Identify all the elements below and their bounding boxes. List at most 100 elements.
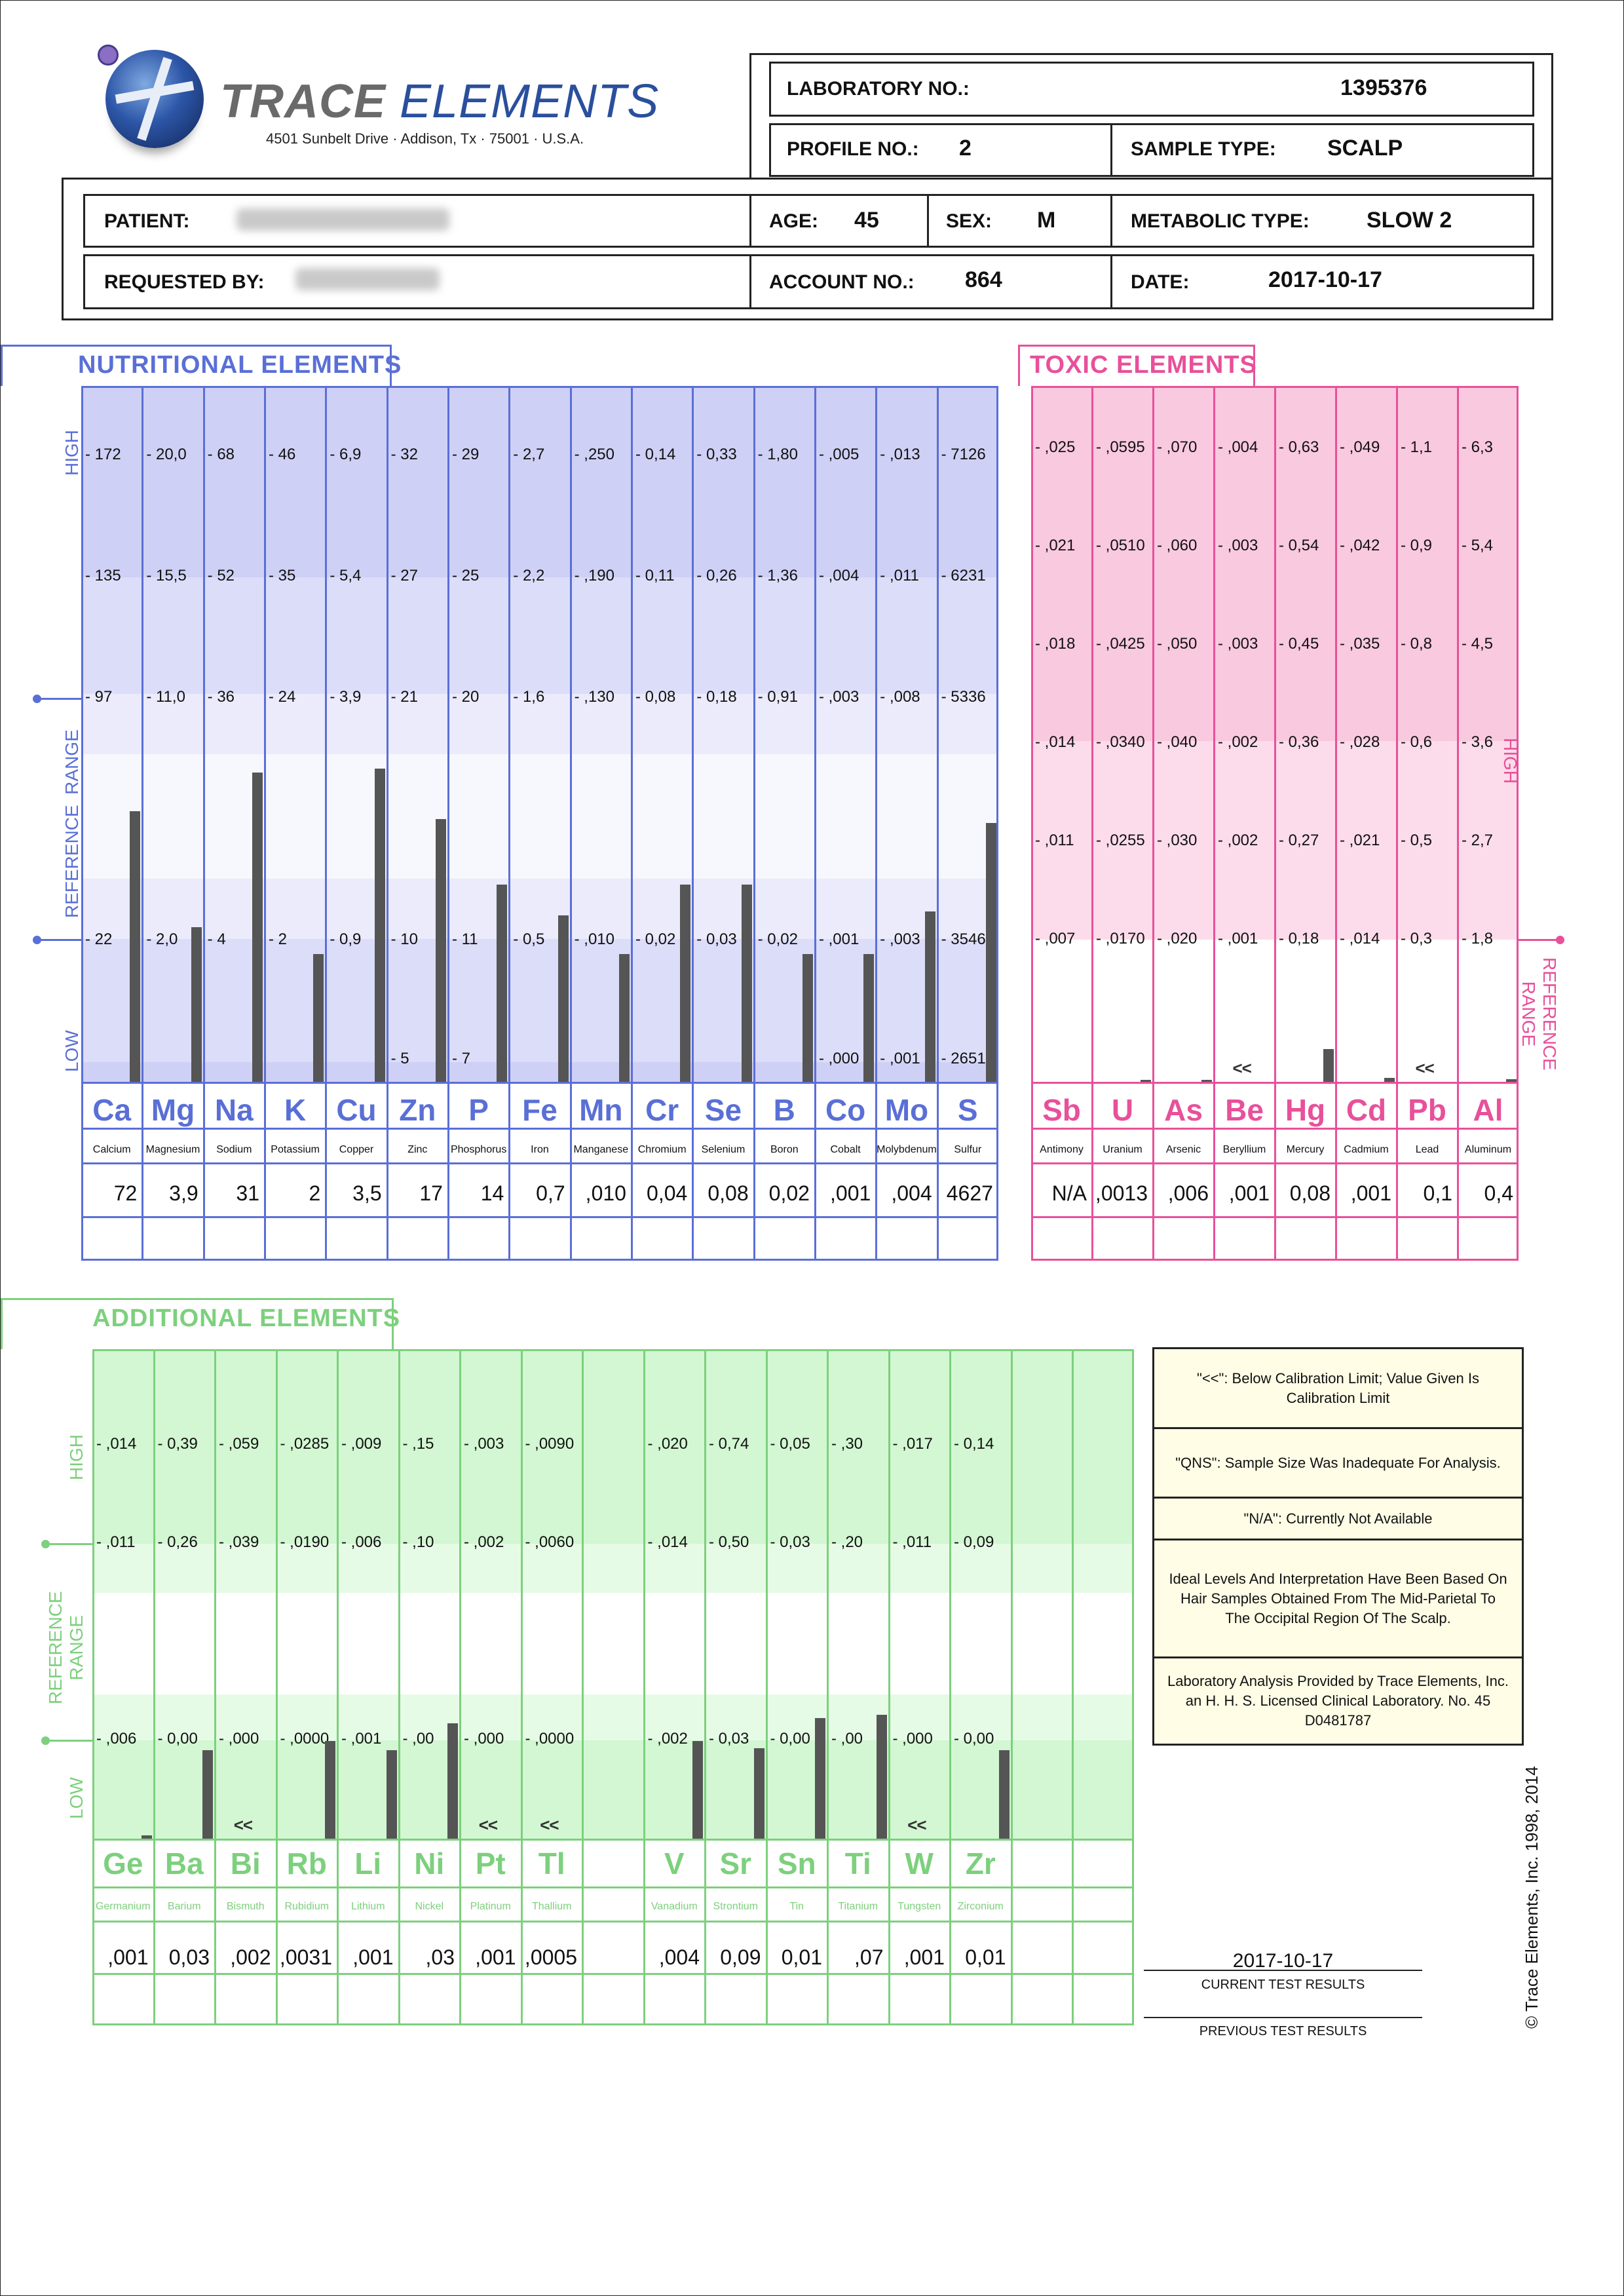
toxic-tick-label: - ,070 [1157,438,1198,456]
toxic-tick-label: - ,0255 [1096,832,1145,849]
additional-column-divider [459,1349,461,2025]
additional-tick-label: - ,003 [464,1435,504,1453]
copyright: © Trace Elements, Inc. 1998, 2014 [1522,1766,1541,2029]
nutritional-tick-label: - 7126 [941,446,986,463]
nutritional-column-divider [630,386,633,1261]
nutritional-element-symbol: P [468,1093,489,1127]
additional-column-divider [520,1349,523,2025]
previous-results-line [1144,2017,1422,2018]
additional-tick-label: - ,000 [219,1730,259,1748]
nutritional-tick-label: - 5,4 [330,567,362,584]
nutritional-tick-label: - 0,91 [757,688,798,706]
additional-result-bar [692,1741,703,1839]
nutritional-tick-label: - ,005 [818,446,859,463]
nutritional-tick-label: - 32 [390,446,418,463]
nutritional-result-bar [802,954,813,1082]
nutritional-element-name: Manganese [573,1144,629,1155]
nutritional-result-value: ,001 [830,1181,871,1205]
nutritional-column-divider [936,386,939,1261]
nutritional-element-name: Sulfur [954,1144,982,1155]
additional-tick-label: - ,001 [341,1730,382,1748]
logo-word-trace: TRACE [220,75,386,128]
nutritional-element-symbol: Zn [399,1093,436,1127]
legend-item: "QNS": Sample Size Was Inadequate For An… [1152,1427,1524,1499]
additional-tick-label: - ,15 [402,1435,434,1453]
toxic-tick-label: - ,049 [1340,438,1380,456]
additional-below-limit-marker: << [540,1815,559,1835]
toxic-result-bar [1323,1049,1334,1082]
additional-element-name: Strontium [713,1901,758,1912]
nutritional-tick-label: - 2,2 [513,567,545,584]
nutritional-tick-label: - 24 [268,688,296,706]
nutritional-tick-label: - 3546 [941,930,986,948]
sample-type-value: SCALP [1327,136,1403,161]
additional-element-symbol: Ni [414,1846,445,1881]
additional-row-divider [92,1886,1134,1888]
toxic-tick-label: - ,020 [1157,930,1198,947]
nutritional-band [81,386,998,577]
additional-element-symbol: Rb [286,1846,327,1881]
toxic-column-divider [1213,386,1215,1261]
nutritional-result-value: 14 [480,1181,504,1205]
toxic-tick-label: - ,060 [1157,537,1198,554]
additional-element-name: Barium [167,1901,201,1912]
nutritional-tick-label: - 97 [85,688,113,706]
toxic-tick-label: - ,0340 [1096,733,1145,751]
nutritional-element-name: Molybdenum [877,1144,937,1155]
toxic-tick-label: - ,014 [1035,733,1076,751]
toxic-result-value: N/A [1051,1181,1087,1205]
toxic-below-limit-marker: << [1415,1058,1435,1078]
metabolic-type-value: SLOW 2 [1367,208,1452,233]
nutritional-result-bar [741,885,752,1082]
nutritional-row-divider [81,1162,998,1164]
additional-result-value: 0,09 [720,1945,761,1969]
nutritional-element-symbol: K [284,1093,307,1127]
nutritional-tick-label: - 0,18 [696,688,737,706]
nutritional-result-bar [374,769,385,1082]
toxic-row-divider [1031,1162,1519,1164]
nutritional-column-divider [202,386,205,1261]
toxic-element-name: Beryllium [1222,1144,1266,1155]
nutritional-tick-label: - 2,0 [146,930,178,948]
additional-side-label-high: HIGH [66,1434,86,1480]
additional-result-value: ,001 [352,1945,394,1969]
additional-element-name: Vanadium [651,1901,698,1912]
nutritional-tick-label: - 21 [390,688,418,706]
toxic-reference-marker-dot [1556,936,1564,944]
nutritional-tick-label: - 15,5 [146,567,187,584]
additional-reference-marker-dot [41,1736,50,1745]
additional-element-name: Lithium [350,1901,385,1912]
toxic-result-value: ,001 [1228,1181,1270,1205]
additional-result-value: ,004 [658,1945,700,1969]
nutritional-result-value: 4627 [946,1181,993,1205]
nutritional-result-value: 0,02 [768,1181,810,1205]
nutritional-element-name: Calcium [92,1144,131,1155]
additional-reference-marker-line [45,1543,92,1545]
nutritional-tick-label: - 0,02 [635,930,676,948]
additional-element-name: Rubidium [284,1901,330,1912]
additional-tick-label: - ,006 [341,1533,382,1551]
nutritional-element-symbol: Co [825,1093,866,1127]
logo-word-elements: ELEMENTS [400,75,660,128]
additional-result-value: ,0005 [524,1945,577,1969]
additional-title: ADDITIONAL ELEMENTS [92,1305,401,1332]
nutritional-band [81,939,998,1062]
toxic-element-symbol: Al [1473,1093,1503,1127]
laboratory-no-value: 1395376 [1340,75,1427,100]
atom-icon [98,45,119,66]
additional-result-bar [876,1715,887,1839]
nutritional-tick-label: - 35 [268,567,296,584]
toxic-tick-label: - ,007 [1035,930,1076,947]
toxic-tick-label: - 0,8 [1401,635,1433,653]
nutritional-tick-label: - ,190 [574,567,614,584]
nutritional-tick-label: - 3,9 [330,688,362,706]
nutritional-result-value: 0,7 [536,1181,565,1205]
toxic-title-tab [1018,345,1255,386]
additional-tick-label: - ,002 [464,1533,504,1551]
nutritional-result-bar [252,773,263,1082]
additional-tick-label: - 0,39 [157,1435,198,1453]
additional-band [92,1544,1134,1593]
nutritional-tick-label: - 0,02 [757,930,798,948]
age-value: 45 [854,208,879,233]
